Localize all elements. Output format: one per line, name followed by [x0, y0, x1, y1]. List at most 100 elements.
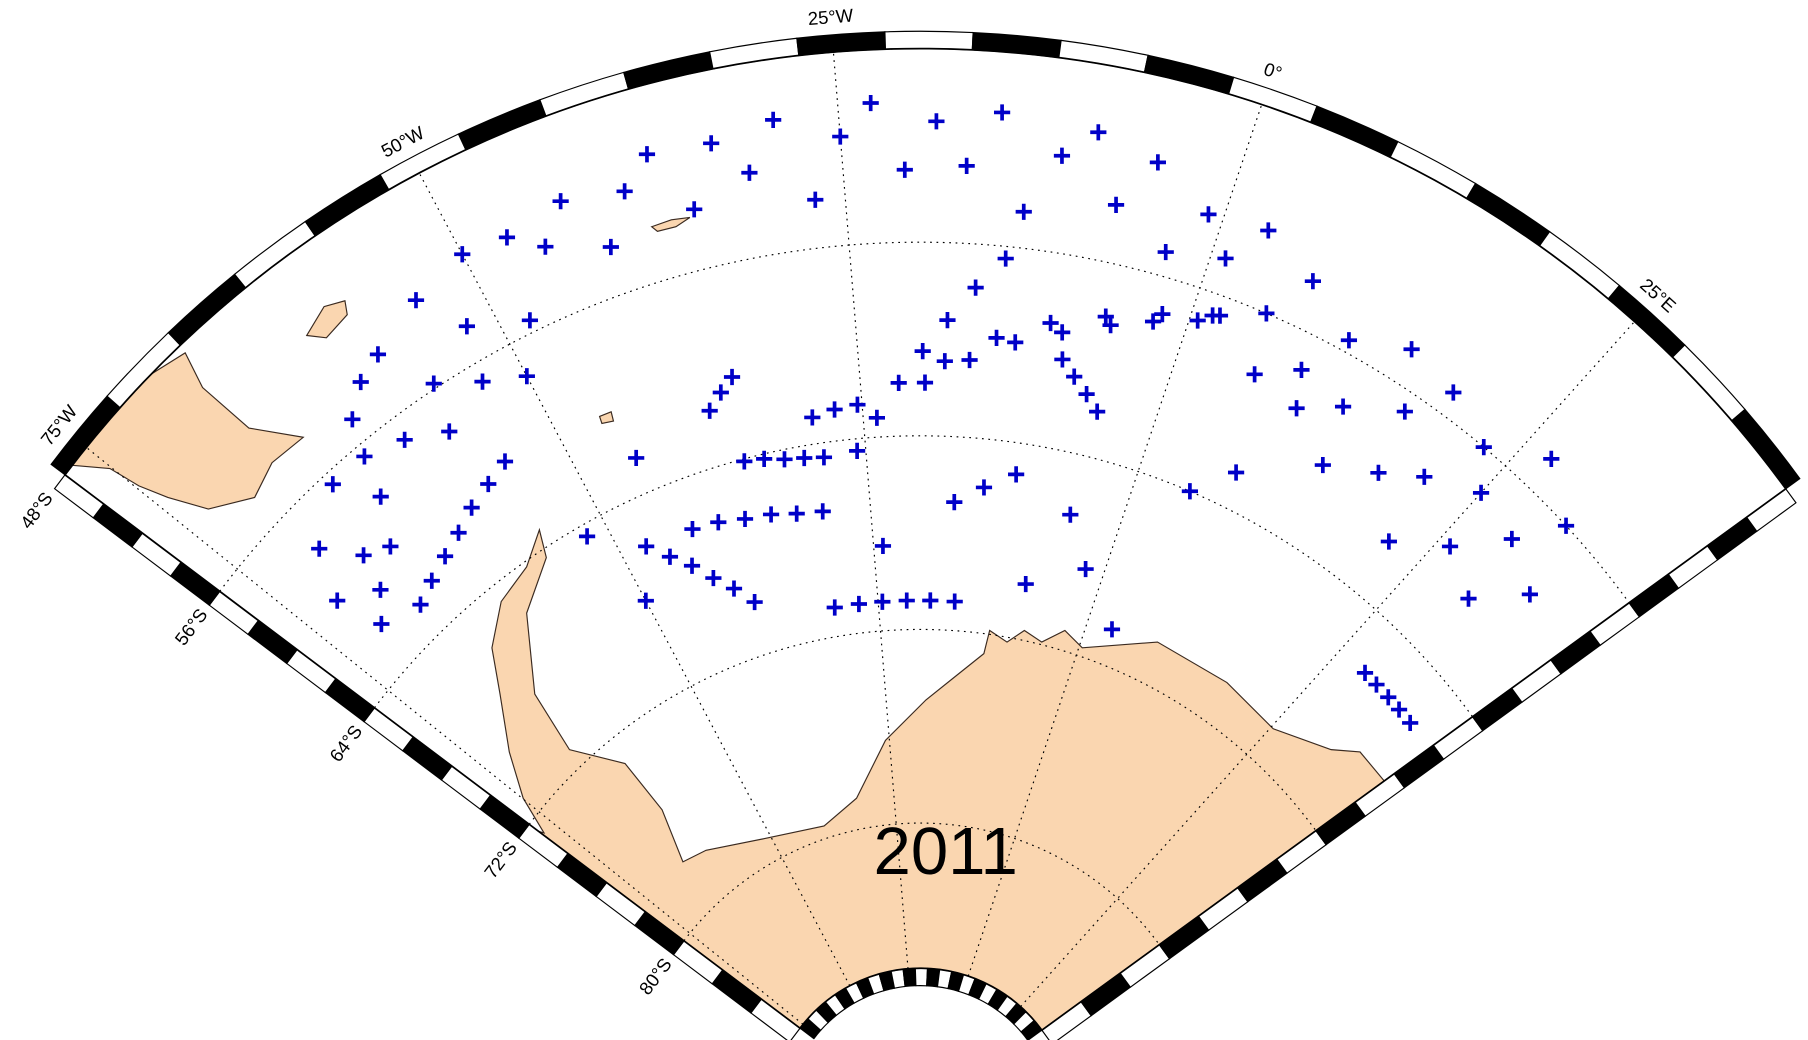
observation-marker — [939, 312, 956, 329]
observation-marker — [826, 401, 843, 418]
observation-marker — [1008, 466, 1025, 483]
observation-marker — [1396, 403, 1413, 420]
observation-marker — [324, 476, 341, 493]
observation-marker — [1042, 314, 1059, 332]
observation-marker — [1416, 468, 1433, 485]
observation-marker — [862, 94, 879, 112]
observation-marker — [454, 246, 471, 263]
observation-marker — [710, 514, 727, 531]
meridian — [418, 172, 851, 987]
observation-marker — [1054, 351, 1071, 368]
observation-marker — [890, 374, 907, 391]
observation-marker — [1149, 154, 1166, 171]
observation-marker — [916, 374, 934, 391]
observation-marker — [988, 329, 1005, 346]
observation-marker — [1157, 243, 1174, 261]
observation-marker — [849, 442, 866, 459]
observation-marker — [372, 581, 389, 598]
lat-tick-label: 72°S — [480, 837, 521, 882]
observation-marker — [997, 250, 1014, 267]
observation-marker — [616, 183, 633, 200]
observation-marker — [425, 375, 442, 392]
lat-tick-label: 64°S — [325, 721, 366, 766]
observation-marker — [741, 164, 758, 181]
observation-marker — [1078, 386, 1095, 403]
observation-marker — [441, 423, 458, 440]
observation-marker — [311, 540, 328, 557]
south-georgia — [650, 216, 691, 232]
observation-marker — [369, 346, 387, 363]
observation-marker — [874, 537, 892, 555]
lat-tick-label: 48°S — [16, 488, 57, 533]
frame — [50, 30, 1801, 1040]
observation-marker — [898, 592, 915, 609]
observation-marker — [1077, 560, 1094, 578]
observation-marker — [407, 292, 425, 309]
observation-marker — [355, 547, 372, 564]
observation-marker — [1460, 590, 1477, 607]
observation-marker — [1181, 483, 1199, 500]
lat-tick-label: 56°S — [170, 604, 211, 649]
observation-marker — [1097, 308, 1114, 325]
observation-marker — [946, 494, 963, 511]
observation-marker — [1103, 621, 1121, 638]
observation-marker — [1227, 464, 1245, 481]
observation-marker — [1062, 506, 1079, 523]
parallel — [528, 628, 1317, 832]
observation-marker — [967, 279, 984, 296]
observation-marker — [850, 595, 868, 613]
graticule — [64, 48, 1787, 1025]
meridian — [832, 52, 909, 969]
observation-marker — [498, 229, 516, 246]
observation-marker — [1102, 317, 1119, 334]
observation-marker — [1107, 196, 1125, 213]
observation-marker — [993, 104, 1011, 121]
observation-marker — [474, 373, 491, 390]
observation-marker — [928, 113, 945, 130]
observation-marker — [1521, 586, 1538, 603]
observation-marker — [1154, 306, 1171, 323]
observation-marker — [1089, 403, 1106, 420]
lon-tick-label: 25°W — [807, 4, 855, 29]
observation-marker — [1007, 334, 1024, 351]
observation-marker — [804, 409, 821, 426]
observation-marker — [1340, 332, 1358, 349]
observation-marker — [1390, 701, 1408, 718]
observation-marker — [703, 135, 720, 152]
observation-marker — [521, 312, 539, 329]
observation-marker — [832, 128, 849, 145]
observation-marker — [638, 538, 655, 555]
observation-marker — [946, 593, 963, 610]
observation-marker — [961, 351, 978, 369]
observation-marker — [1402, 714, 1419, 732]
observation-marker — [637, 592, 654, 609]
observation-marker — [1211, 307, 1229, 324]
observation-marker — [1334, 398, 1352, 415]
observation-marker — [518, 368, 535, 385]
observation-marker — [849, 396, 866, 413]
observation-marker — [480, 475, 497, 493]
observation-marker — [638, 146, 656, 163]
observation-marker — [463, 499, 480, 516]
parallel — [374, 435, 1473, 718]
meridian — [1020, 321, 1635, 1008]
observation-marker — [1380, 533, 1397, 550]
observation-marker — [762, 506, 780, 523]
observation-marker — [382, 538, 399, 555]
observation-marker — [1380, 689, 1397, 706]
observation-marker — [1288, 400, 1305, 417]
observation-marker — [975, 479, 993, 496]
markers — [311, 94, 1575, 732]
observation-marker — [814, 503, 831, 520]
observation-marker — [344, 411, 361, 428]
observation-marker — [1260, 222, 1277, 239]
observation-marker — [423, 572, 440, 589]
observation-marker — [712, 384, 729, 401]
observation-marker — [1090, 124, 1107, 141]
map-title: 2011 — [873, 814, 1017, 889]
observation-marker — [736, 453, 753, 470]
observation-marker — [705, 569, 722, 587]
observation-marker — [958, 157, 975, 174]
